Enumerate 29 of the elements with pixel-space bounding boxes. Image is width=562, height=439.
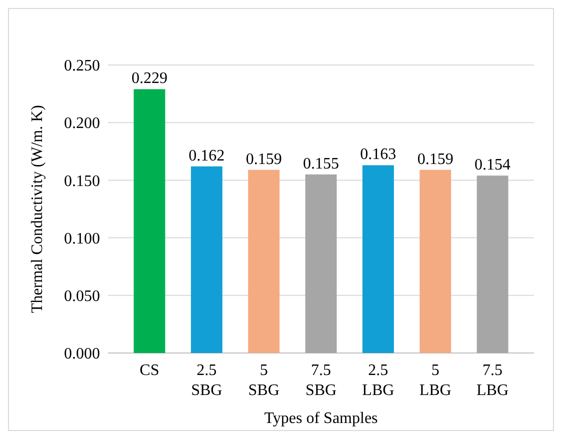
bar xyxy=(134,89,166,353)
y-tick-label: 0.200 xyxy=(64,115,100,132)
x-tick-label: 2.5 SBG xyxy=(191,362,223,399)
x-tick-label: 7.5 SBG xyxy=(305,362,338,399)
y-tick-label: 0.100 xyxy=(64,230,100,248)
data-label: 0.159 xyxy=(417,150,454,168)
data-label: 0.155 xyxy=(303,155,339,172)
x-tick-label: 5 LBG xyxy=(419,362,452,399)
data-label: 0.162 xyxy=(188,147,225,164)
x-tick-label: CS xyxy=(140,362,160,379)
data-label: 0.163 xyxy=(360,146,396,164)
bar xyxy=(305,174,337,353)
y-tick-label: 0.250 xyxy=(64,58,100,75)
data-label: 0.159 xyxy=(246,150,282,168)
x-tick-label: 5 SBG xyxy=(248,362,280,399)
data-label: 0.154 xyxy=(474,156,511,174)
y-axis-title: Thermal Conductivity (W/m. K) xyxy=(29,105,46,313)
y-tick-label: 0.000 xyxy=(64,346,100,363)
bar xyxy=(190,166,222,353)
x-axis-title: Types of Samples xyxy=(264,410,378,427)
x-tick-label: 7.5 LBG xyxy=(476,362,509,399)
bar xyxy=(362,165,394,353)
y-tick-label: 0.150 xyxy=(64,172,100,190)
bar xyxy=(248,170,280,353)
y-tick-label: 0.050 xyxy=(64,288,100,305)
data-label: 0.229 xyxy=(131,70,168,88)
bar xyxy=(476,176,508,353)
x-tick-label: 2.5 LBG xyxy=(362,362,395,399)
bar xyxy=(420,170,452,353)
